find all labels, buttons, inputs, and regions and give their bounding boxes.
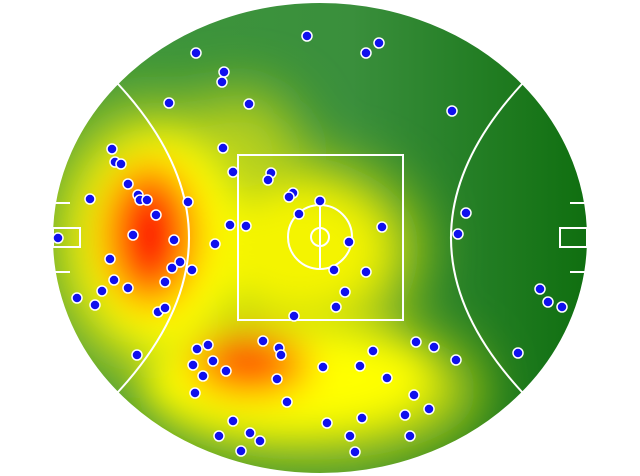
point <box>197 370 209 382</box>
point <box>512 347 524 359</box>
point <box>141 194 153 206</box>
point <box>373 37 385 49</box>
point <box>191 343 203 355</box>
point <box>328 264 340 276</box>
point <box>227 415 239 427</box>
point <box>202 339 214 351</box>
point <box>150 209 162 221</box>
point <box>89 299 101 311</box>
point <box>122 282 134 294</box>
point <box>213 430 225 442</box>
point <box>428 341 440 353</box>
point <box>349 446 361 458</box>
point <box>244 427 256 439</box>
point <box>460 207 472 219</box>
field-lines <box>51 1 589 475</box>
point <box>209 238 221 250</box>
point <box>367 345 379 357</box>
point <box>104 253 116 265</box>
point <box>159 276 171 288</box>
point <box>343 236 355 248</box>
point <box>131 349 143 361</box>
point <box>317 361 329 373</box>
point <box>254 435 266 447</box>
point <box>127 229 139 241</box>
point <box>207 355 219 367</box>
point <box>446 105 458 117</box>
point <box>262 174 274 186</box>
point <box>399 409 411 421</box>
point <box>271 373 283 385</box>
point <box>314 195 326 207</box>
point <box>288 310 300 322</box>
point <box>84 193 96 205</box>
point <box>354 360 366 372</box>
point <box>381 372 393 384</box>
point <box>235 445 247 457</box>
point <box>166 262 178 274</box>
point <box>227 166 239 178</box>
point <box>408 389 420 401</box>
point <box>187 359 199 371</box>
point <box>360 47 372 59</box>
point <box>404 430 416 442</box>
point <box>356 412 368 424</box>
point <box>330 301 342 313</box>
point <box>218 66 230 78</box>
point <box>163 97 175 109</box>
point <box>52 232 64 244</box>
point <box>96 285 108 297</box>
point <box>410 336 422 348</box>
point <box>240 220 252 232</box>
point <box>275 349 287 361</box>
point <box>376 221 388 233</box>
point <box>106 143 118 155</box>
point <box>339 286 351 298</box>
point <box>243 98 255 110</box>
point <box>186 264 198 276</box>
point <box>321 417 333 429</box>
point <box>159 302 171 314</box>
point <box>190 47 202 59</box>
point <box>283 191 295 203</box>
point <box>360 266 372 278</box>
point <box>168 234 180 246</box>
point <box>281 396 293 408</box>
point <box>452 228 464 240</box>
point <box>423 403 435 415</box>
point <box>189 387 201 399</box>
point <box>534 283 546 295</box>
point <box>220 365 232 377</box>
point <box>257 335 269 347</box>
point <box>115 158 127 170</box>
point <box>182 196 194 208</box>
point <box>450 354 462 366</box>
point <box>542 296 554 308</box>
point <box>344 430 356 442</box>
point <box>122 178 134 190</box>
point <box>217 142 229 154</box>
point <box>174 256 186 268</box>
point <box>301 30 313 42</box>
point <box>293 208 305 220</box>
point <box>108 274 120 286</box>
point <box>71 292 83 304</box>
point <box>224 219 236 231</box>
point <box>556 301 568 313</box>
point <box>216 76 228 88</box>
